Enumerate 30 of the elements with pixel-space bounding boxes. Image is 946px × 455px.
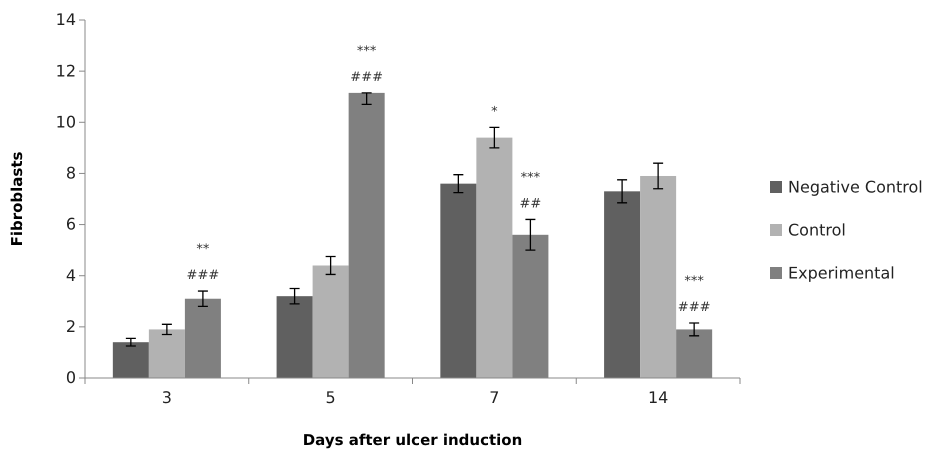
y-tick-label: 12	[56, 61, 76, 80]
bar	[312, 265, 349, 378]
x-tick-label: 3	[162, 388, 172, 407]
y-tick-label: 4	[66, 266, 76, 285]
x-axis-title: Days after ulcer induction	[302, 431, 522, 449]
bar	[476, 138, 512, 378]
y-tick-label: 14	[56, 10, 76, 30]
legend-label: Control	[788, 220, 846, 240]
bar	[604, 191, 640, 378]
y-tick-label: 8	[66, 164, 76, 183]
data-label: *	[491, 104, 498, 120]
legend-label: Experimental	[788, 264, 895, 283]
bar	[276, 296, 313, 378]
bar	[440, 184, 476, 378]
y-tick-label: 0	[66, 368, 76, 388]
x-tick-label: 14	[648, 388, 668, 407]
legend-label: Negative Control	[788, 178, 923, 197]
y-tick-label: 2	[66, 316, 76, 336]
x-tick-label: 5	[326, 388, 336, 407]
data-label: *** ###	[678, 274, 710, 316]
bar	[148, 329, 185, 378]
bar	[112, 342, 149, 378]
y-axis-title: Fibroblasts	[8, 152, 26, 246]
data-label: *** ##	[520, 170, 542, 212]
y-tick-label: 6	[66, 214, 76, 234]
bar	[640, 176, 676, 378]
data-label: ** ###	[186, 242, 220, 284]
y-tick-label: 10	[56, 112, 76, 132]
x-tick-label: 7	[489, 388, 500, 407]
data-label: *** ###	[350, 44, 383, 85]
